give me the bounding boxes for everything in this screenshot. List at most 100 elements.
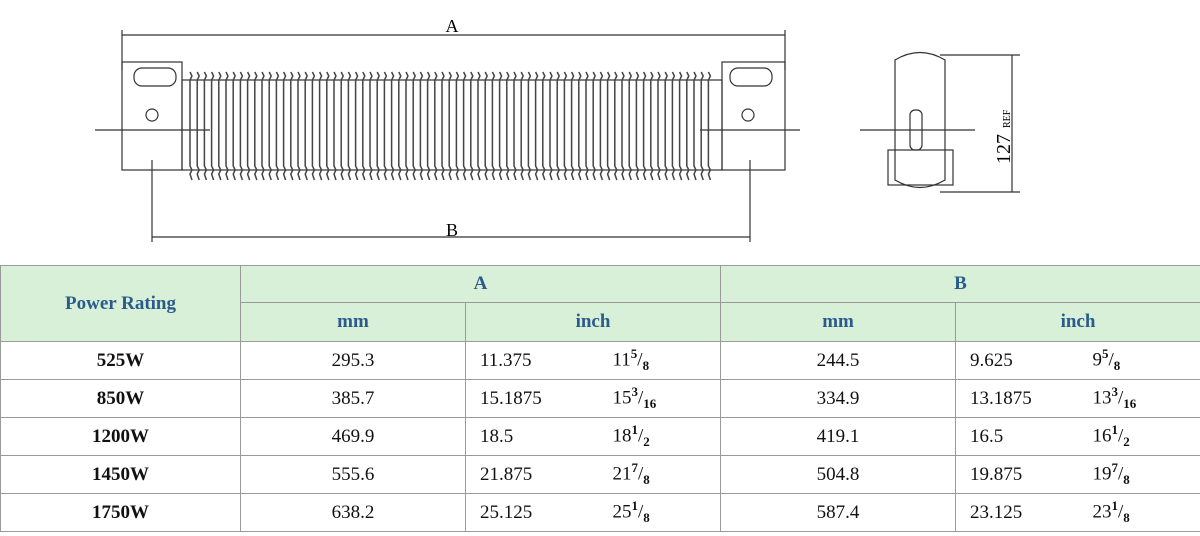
fraction-whole: 16 [1092, 425, 1112, 447]
fin [693, 71, 697, 181]
spec-table: Power Rating A B mm inch mm inch 525W 295… [0, 265, 1200, 532]
table-cell: 1450W [0, 455, 241, 494]
fin [275, 71, 280, 181]
fin [563, 71, 568, 181]
table-cell: 25.125 [465, 493, 601, 532]
fin [376, 71, 381, 181]
fraction-den: 8 [643, 510, 650, 526]
table-cell: 21.875 [465, 455, 601, 494]
fin [484, 71, 489, 181]
fin [397, 71, 402, 181]
fin [246, 71, 251, 181]
fin [333, 71, 337, 181]
fin [390, 71, 395, 181]
fin [426, 71, 431, 181]
header-cell: B [720, 265, 1200, 303]
fin [225, 71, 229, 181]
table-cell: 334.9 [720, 379, 957, 418]
fin [599, 71, 604, 181]
fraction-whole: 18 [612, 425, 632, 447]
fin [441, 71, 445, 181]
table-row: 525W 295.3 11.375 115/8 244.5 9.625 95/8 [0, 341, 1200, 380]
dim-label: A [446, 16, 459, 36]
table-cell: 419.1 [720, 417, 957, 456]
fraction-whole: 9 [1092, 349, 1103, 371]
fins [189, 71, 712, 181]
table-cell: 13.1875 [955, 379, 1081, 418]
fin [282, 71, 287, 181]
table-cell: 153/16 [600, 379, 722, 418]
table-cell: 11.375 [465, 341, 601, 380]
fin [534, 71, 539, 181]
fin [613, 71, 618, 181]
table-body: 525W 295.3 11.375 115/8 244.5 9.625 95/8 850W 38… [0, 341, 1200, 532]
fin [664, 71, 669, 181]
table-cell: 1750W [0, 493, 241, 532]
fin [433, 71, 438, 181]
height-dim: 127 REF [993, 109, 1015, 164]
fin [700, 71, 705, 181]
fin [304, 71, 309, 181]
fraction-den: 16 [1123, 396, 1137, 412]
fin [649, 71, 654, 181]
fin [549, 71, 553, 181]
fin [707, 71, 712, 181]
table-cell: 161/2 [1080, 417, 1200, 456]
fin [189, 71, 193, 181]
fraction-whole: 13 [1092, 387, 1112, 409]
fin [585, 71, 589, 181]
table-row: 850W 385.7 15.1875 153/16 334.9 13.1875 133/16 [0, 379, 1200, 418]
fin [520, 71, 525, 181]
fraction-num: 7 [1111, 460, 1119, 476]
table-cell: 115/8 [600, 341, 722, 380]
fraction-num: 3 [631, 384, 639, 400]
table-cell: 197/8 [1080, 455, 1200, 494]
fin [678, 71, 683, 181]
table-cell: 23.125 [955, 493, 1081, 532]
table-cell: 251/8 [600, 493, 722, 532]
table-cell: 231/8 [1080, 493, 1200, 532]
fin [239, 71, 244, 181]
fin [369, 71, 373, 181]
table-cell: 15.1875 [465, 379, 601, 418]
fin [268, 71, 273, 181]
fin [577, 71, 582, 181]
fin [297, 71, 301, 181]
table-cell: 638.2 [240, 493, 466, 532]
fin [318, 71, 323, 181]
header-cell: mm [240, 302, 466, 342]
header-cell: inch [955, 302, 1200, 342]
fraction-num: 1 [631, 422, 639, 438]
fraction-den: 8 [1123, 510, 1130, 526]
fin [635, 71, 640, 181]
fin [469, 71, 474, 181]
fraction-whole: 21 [612, 463, 632, 485]
fin [405, 71, 409, 181]
table-cell: 9.625 [955, 341, 1081, 380]
table-cell: 555.6 [240, 455, 466, 494]
table-row: 1450W 555.6 21.875 217/8 504.8 19.875 197/8 [0, 455, 1200, 494]
table-cell: 18.5 [465, 417, 601, 456]
fin [354, 71, 359, 181]
fin [513, 71, 517, 181]
fraction-whole: 25 [612, 501, 632, 523]
fin [448, 71, 453, 181]
fraction-den: 8 [643, 472, 650, 488]
diagram: A B 127 REF [95, 16, 1020, 242]
fraction-num: 5 [1102, 346, 1109, 362]
dim-label: B [446, 220, 458, 240]
table-row: 1200W 469.9 18.5 181/2 419.1 16.5 161/2 [0, 417, 1200, 456]
fin [642, 71, 647, 181]
table-cell: 181/2 [600, 417, 722, 456]
fraction-num: 1 [1111, 498, 1119, 514]
fin [477, 71, 481, 181]
fin [419, 71, 424, 181]
fraction-den: 2 [1123, 434, 1130, 450]
fin [671, 71, 676, 181]
fin [621, 71, 625, 181]
header-cell: inch [464, 302, 722, 342]
table-cell: 385.7 [240, 379, 466, 418]
fraction-den: 8 [1123, 472, 1130, 488]
table-cell: 295.3 [240, 341, 466, 380]
